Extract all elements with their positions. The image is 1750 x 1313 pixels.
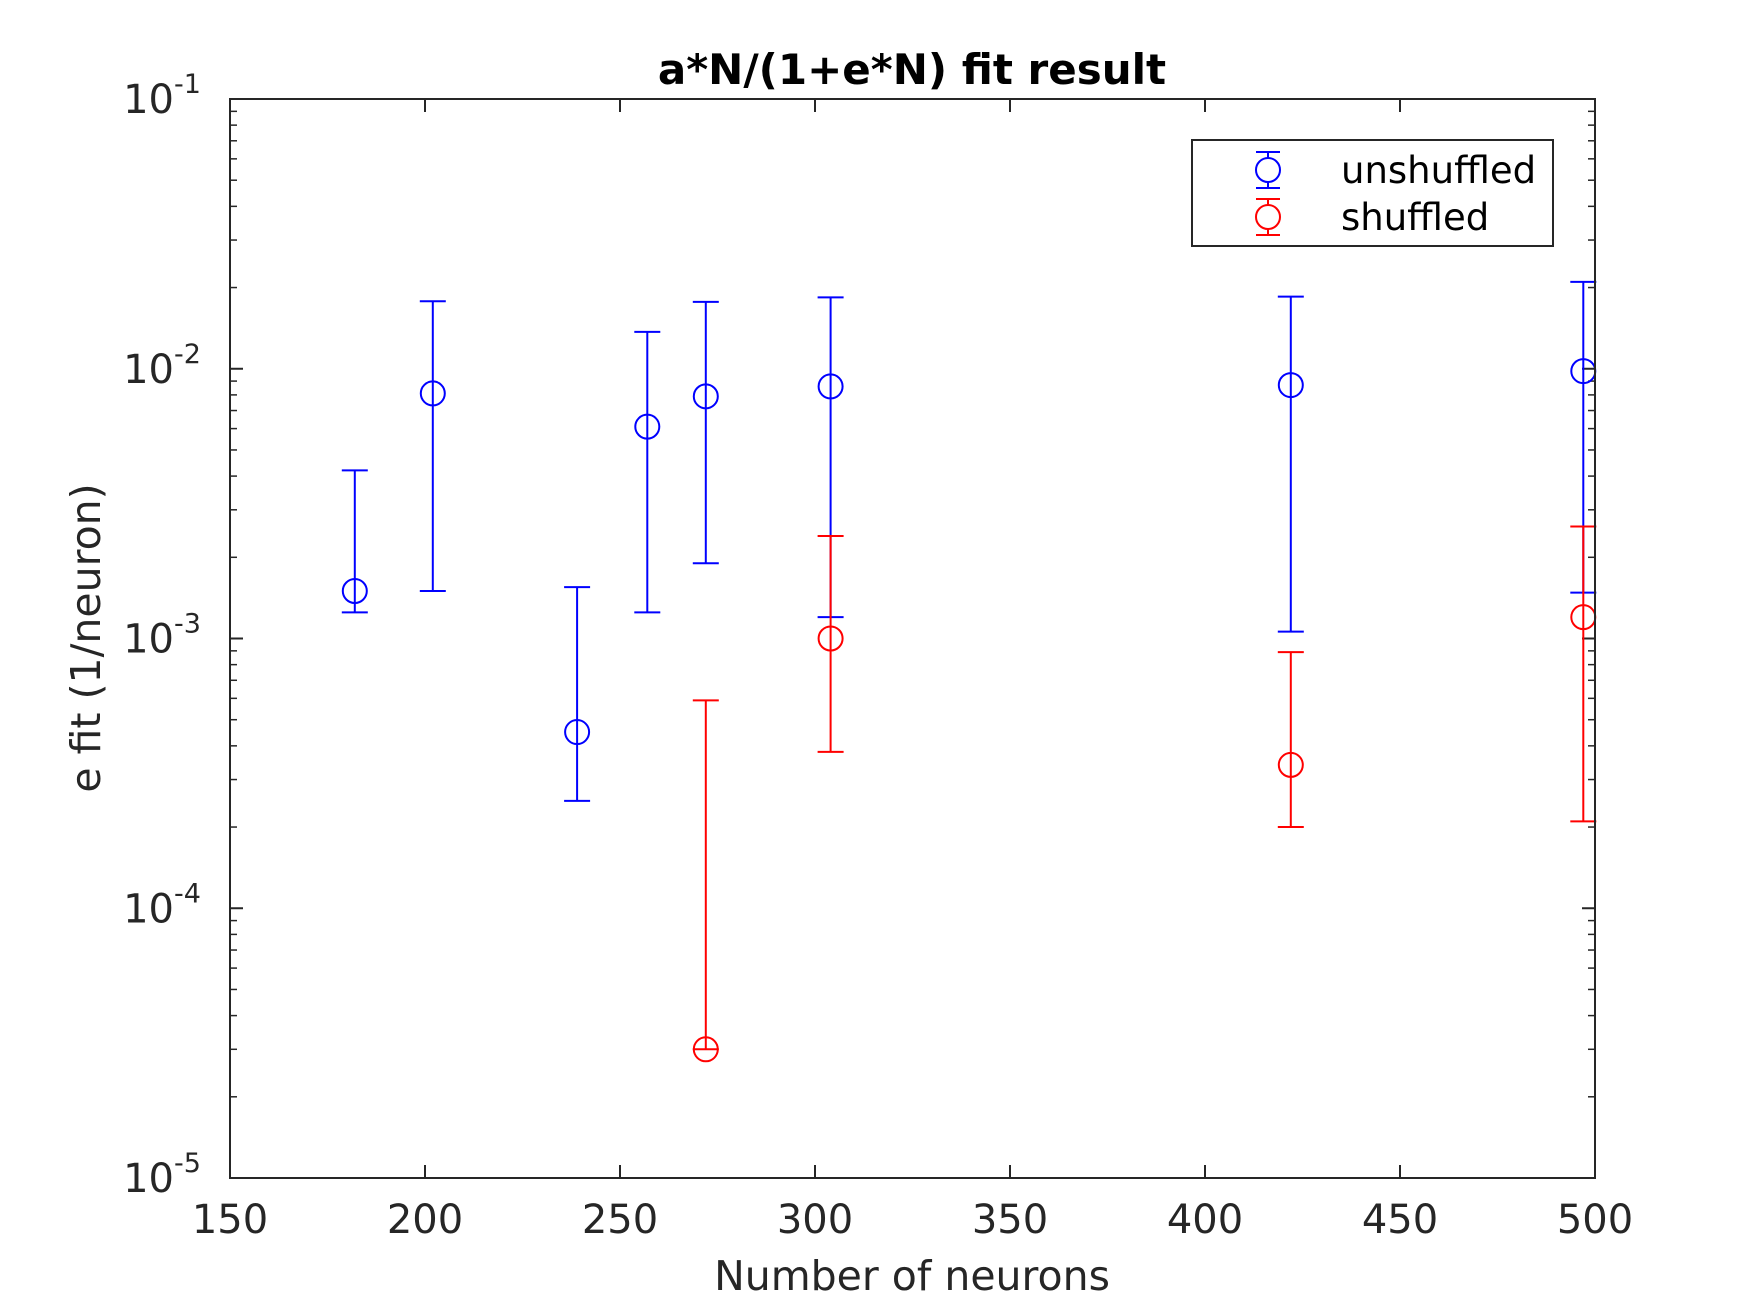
data-point xyxy=(1277,372,1304,399)
series-unshuffled xyxy=(341,280,1597,802)
data-marks xyxy=(341,280,1597,1063)
x-tick-label: 250 xyxy=(582,1197,658,1243)
y-tick-exponent: -2 xyxy=(174,339,201,370)
legend-marker xyxy=(1255,157,1281,183)
legend-box xyxy=(1191,139,1554,247)
y-tick-label: 10-4 xyxy=(123,878,201,932)
legend-label: shuffled xyxy=(1341,196,1489,239)
y-tick-base: 10 xyxy=(123,617,174,663)
x-axis: 150 200 250 300 350 400 450 500 xyxy=(192,99,1633,1243)
y-tick-label: 10-5 xyxy=(123,1148,201,1202)
y-tick-exponent: -4 xyxy=(174,878,201,909)
y-axis: 10-510-410-310-210-1 xyxy=(123,69,1595,1202)
x-tick-label: 200 xyxy=(387,1197,463,1243)
x-tick-label: 450 xyxy=(1362,1197,1438,1243)
y-tick-label: 10-2 xyxy=(123,339,201,393)
x-tick-label: 350 xyxy=(972,1197,1048,1243)
y-tick-label: 10-1 xyxy=(123,69,201,123)
data-point xyxy=(634,413,661,440)
plot-area xyxy=(230,99,1595,1178)
plot-frame xyxy=(229,98,1596,1179)
data-point xyxy=(1277,751,1304,778)
y-tick-exponent: -1 xyxy=(174,69,201,100)
legend-marker xyxy=(1255,204,1281,230)
data-point xyxy=(692,383,719,410)
chart-title: a*N/(1+e*N) fit result xyxy=(658,45,1166,94)
y-tick-exponent: -3 xyxy=(174,609,201,640)
data-point xyxy=(564,719,591,746)
series-shuffled xyxy=(692,525,1597,1063)
x-axis-label: Number of neurons xyxy=(714,1252,1110,1300)
x-tick-label: 500 xyxy=(1557,1197,1633,1243)
data-point xyxy=(817,625,844,652)
y-tick-base: 10 xyxy=(123,77,174,123)
x-tick-label: 400 xyxy=(1167,1197,1243,1243)
y-axis-label: e fit (1/neuron) xyxy=(62,483,110,792)
data-point xyxy=(692,1036,719,1063)
x-tick-label: 300 xyxy=(777,1197,853,1243)
y-tick-base: 10 xyxy=(123,886,174,932)
y-tick-base: 10 xyxy=(123,1156,174,1202)
y-tick-base: 10 xyxy=(123,347,174,393)
y-tick-exponent: -5 xyxy=(174,1148,201,1179)
data-point xyxy=(341,577,368,604)
data-point xyxy=(419,380,446,407)
data-point xyxy=(817,373,844,400)
x-tick-label: 150 xyxy=(192,1197,268,1243)
legend-label: unshuffled xyxy=(1341,149,1536,192)
y-tick-label: 10-3 xyxy=(123,609,201,663)
